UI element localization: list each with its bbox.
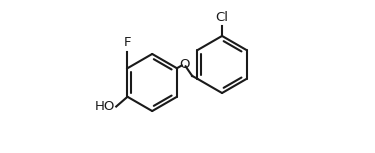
Text: O: O xyxy=(179,58,189,71)
Text: Cl: Cl xyxy=(216,11,228,24)
Text: HO: HO xyxy=(95,100,116,113)
Text: F: F xyxy=(124,36,131,49)
